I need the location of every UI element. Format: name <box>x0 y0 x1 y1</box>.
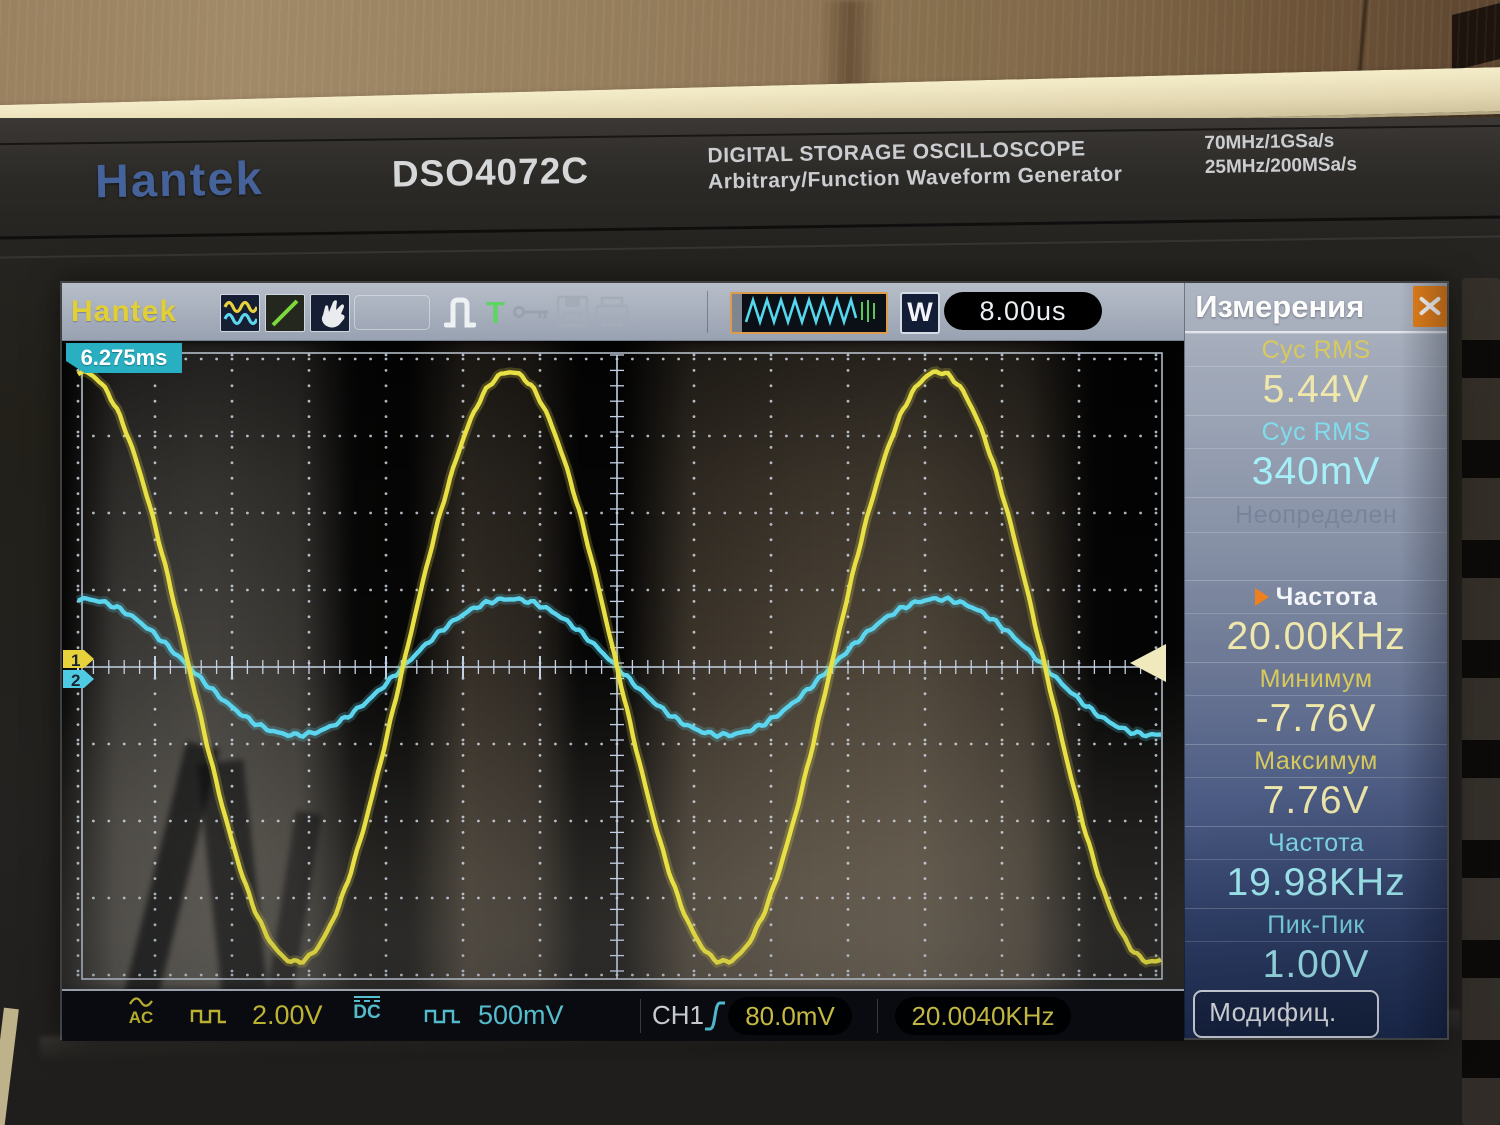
ramp-icon-glyph <box>271 299 299 327</box>
channel-waveforms-icon-glyph <box>223 300 257 326</box>
status-bar: AC 2.00V DC 500mV <box>62 989 1185 1041</box>
side-vents <box>1462 278 1500 1125</box>
timebase-readout: 8.00us <box>944 292 1102 330</box>
measurement-label: Частота <box>1185 580 1447 613</box>
key-lock-icon[interactable] <box>512 303 552 327</box>
bezel-branding: Hantek DSO4072C DIGITAL STORAGE OSCILLOS… <box>0 118 1500 219</box>
measurement-value: 5.44V <box>1185 366 1447 415</box>
channel-waveforms-icon[interactable] <box>220 294 260 332</box>
pulse-icon-glyph <box>443 297 477 328</box>
measurement-label: Максимум <box>1185 744 1447 777</box>
measurement-label: Минимум <box>1185 662 1447 695</box>
ch1-squarewave-icon <box>190 1006 228 1031</box>
measurements-panel: Измерения Cyc RMS 5.44V Cyc RMS 340mV Неопре… <box>1184 283 1447 1038</box>
measurement-label: Частота <box>1185 826 1447 859</box>
measurement-label: Пик-Пик <box>1185 908 1447 941</box>
screen-left-area: Hantek <box>62 283 1185 1041</box>
case-groove <box>0 215 1500 240</box>
ch2-squarewave-icon <box>424 1006 462 1031</box>
measurement-label: Cyc RMS <box>1185 333 1447 366</box>
ch1-scale-readout[interactable]: 2.00V <box>252 1000 323 1030</box>
screen-brand-label: Hantek <box>71 295 178 328</box>
pulse-icon[interactable] <box>443 294 477 334</box>
device-description: DIGITAL STORAGE OSCILLOSCOPE Arbitrary/F… <box>707 136 1122 196</box>
lcd-screen: Hantek <box>62 283 1447 1041</box>
measurement-value: 7.76V <box>1185 777 1447 826</box>
model-number: DSO4072C <box>391 149 590 195</box>
device-spec-line2: 25MHz/200MSa/s <box>1204 154 1358 179</box>
ch2-scale-readout[interactable]: 500mV <box>478 1000 564 1030</box>
measurement-value: -7.76V <box>1185 695 1447 744</box>
svg-text:2: 2 <box>71 671 80 690</box>
measurement-value: 1.00V <box>1185 941 1447 990</box>
ch2-coupling[interactable]: DC <box>350 996 384 1024</box>
trigger-source-label[interactable]: CH1 <box>652 1000 705 1030</box>
close-icon[interactable] <box>1413 286 1447 327</box>
measurement-value: 20.00KHz <box>1185 613 1447 662</box>
ch1-coupling-label: AC <box>128 1008 154 1027</box>
save-icon[interactable] <box>556 295 589 333</box>
channel-marker <box>63 650 94 668</box>
key-lock-icon-glyph <box>512 305 548 319</box>
trigger-frequency-readout: 20.0040KHz <box>895 997 1071 1035</box>
rising-edge-icon <box>702 998 728 1039</box>
waveform-plot: 12 <box>63 352 1166 980</box>
wood-dark-corner <box>1452 0 1500 71</box>
measurements-title: Измерения <box>1195 289 1365 324</box>
trigger-level-arrow <box>1130 644 1166 682</box>
modify-button[interactable]: Модифиц. <box>1193 990 1380 1038</box>
hand-cursor-icon[interactable] <box>310 294 350 332</box>
statusbar-divider <box>877 999 878 1033</box>
wave-gen-w-button[interactable]: W <box>900 292 940 334</box>
device-spec-line1: 70MHz/1GSa/s <box>1204 130 1335 155</box>
empty-slot-outline <box>354 295 430 330</box>
measurement-rows: Cyc RMS 5.44V Cyc RMS 340mV Неопределен Часто… <box>1185 333 1447 990</box>
waveform-preview-scrollblock <box>732 294 742 332</box>
ch2-coupling-label: DC <box>353 1002 381 1023</box>
dc-symbol-line <box>354 996 380 998</box>
trigger-level-readout: 80.0mV <box>728 997 852 1035</box>
measurements-panel-header: Измерения <box>1185 283 1447 333</box>
top-toolbar: Hantek <box>62 283 1185 341</box>
selected-row-arrow-icon <box>1254 588 1269 606</box>
ch1-coupling[interactable]: AC <box>124 995 158 1027</box>
delay-readout-tag: 6.275ms <box>66 343 182 373</box>
dc-symbol-dashes <box>354 1000 380 1002</box>
statusbar-divider <box>640 999 641 1033</box>
waveform-preview[interactable] <box>730 292 888 334</box>
measurement-label: Cyc RMS <box>1185 415 1447 448</box>
case-groove <box>0 235 1500 259</box>
save-icon-glyph <box>556 295 589 328</box>
measurement-value: 340mV <box>1185 448 1447 497</box>
channel-marker <box>63 670 94 688</box>
print-icon[interactable] <box>594 296 630 332</box>
hand-cursor-icon-glyph <box>321 300 345 328</box>
ac-sine-icon <box>129 997 153 1007</box>
trigger-t-label[interactable]: T <box>486 295 505 330</box>
toolbar-divider <box>707 291 708 333</box>
svg-text:1: 1 <box>71 651 80 670</box>
waveform-preview-glyph <box>744 295 875 327</box>
empty-measurement-slot <box>1185 532 1447 580</box>
device-specs: 70MHz/1GSa/s 25MHz/200MSa/s <box>1204 129 1357 180</box>
measurement-label: Неопределен <box>1185 497 1447 532</box>
print-icon-glyph <box>595 296 629 327</box>
measurement-value: 19.98KHz <box>1185 859 1447 908</box>
ramp-icon[interactable] <box>265 294 305 332</box>
brand-logo: Hantek <box>94 151 265 208</box>
